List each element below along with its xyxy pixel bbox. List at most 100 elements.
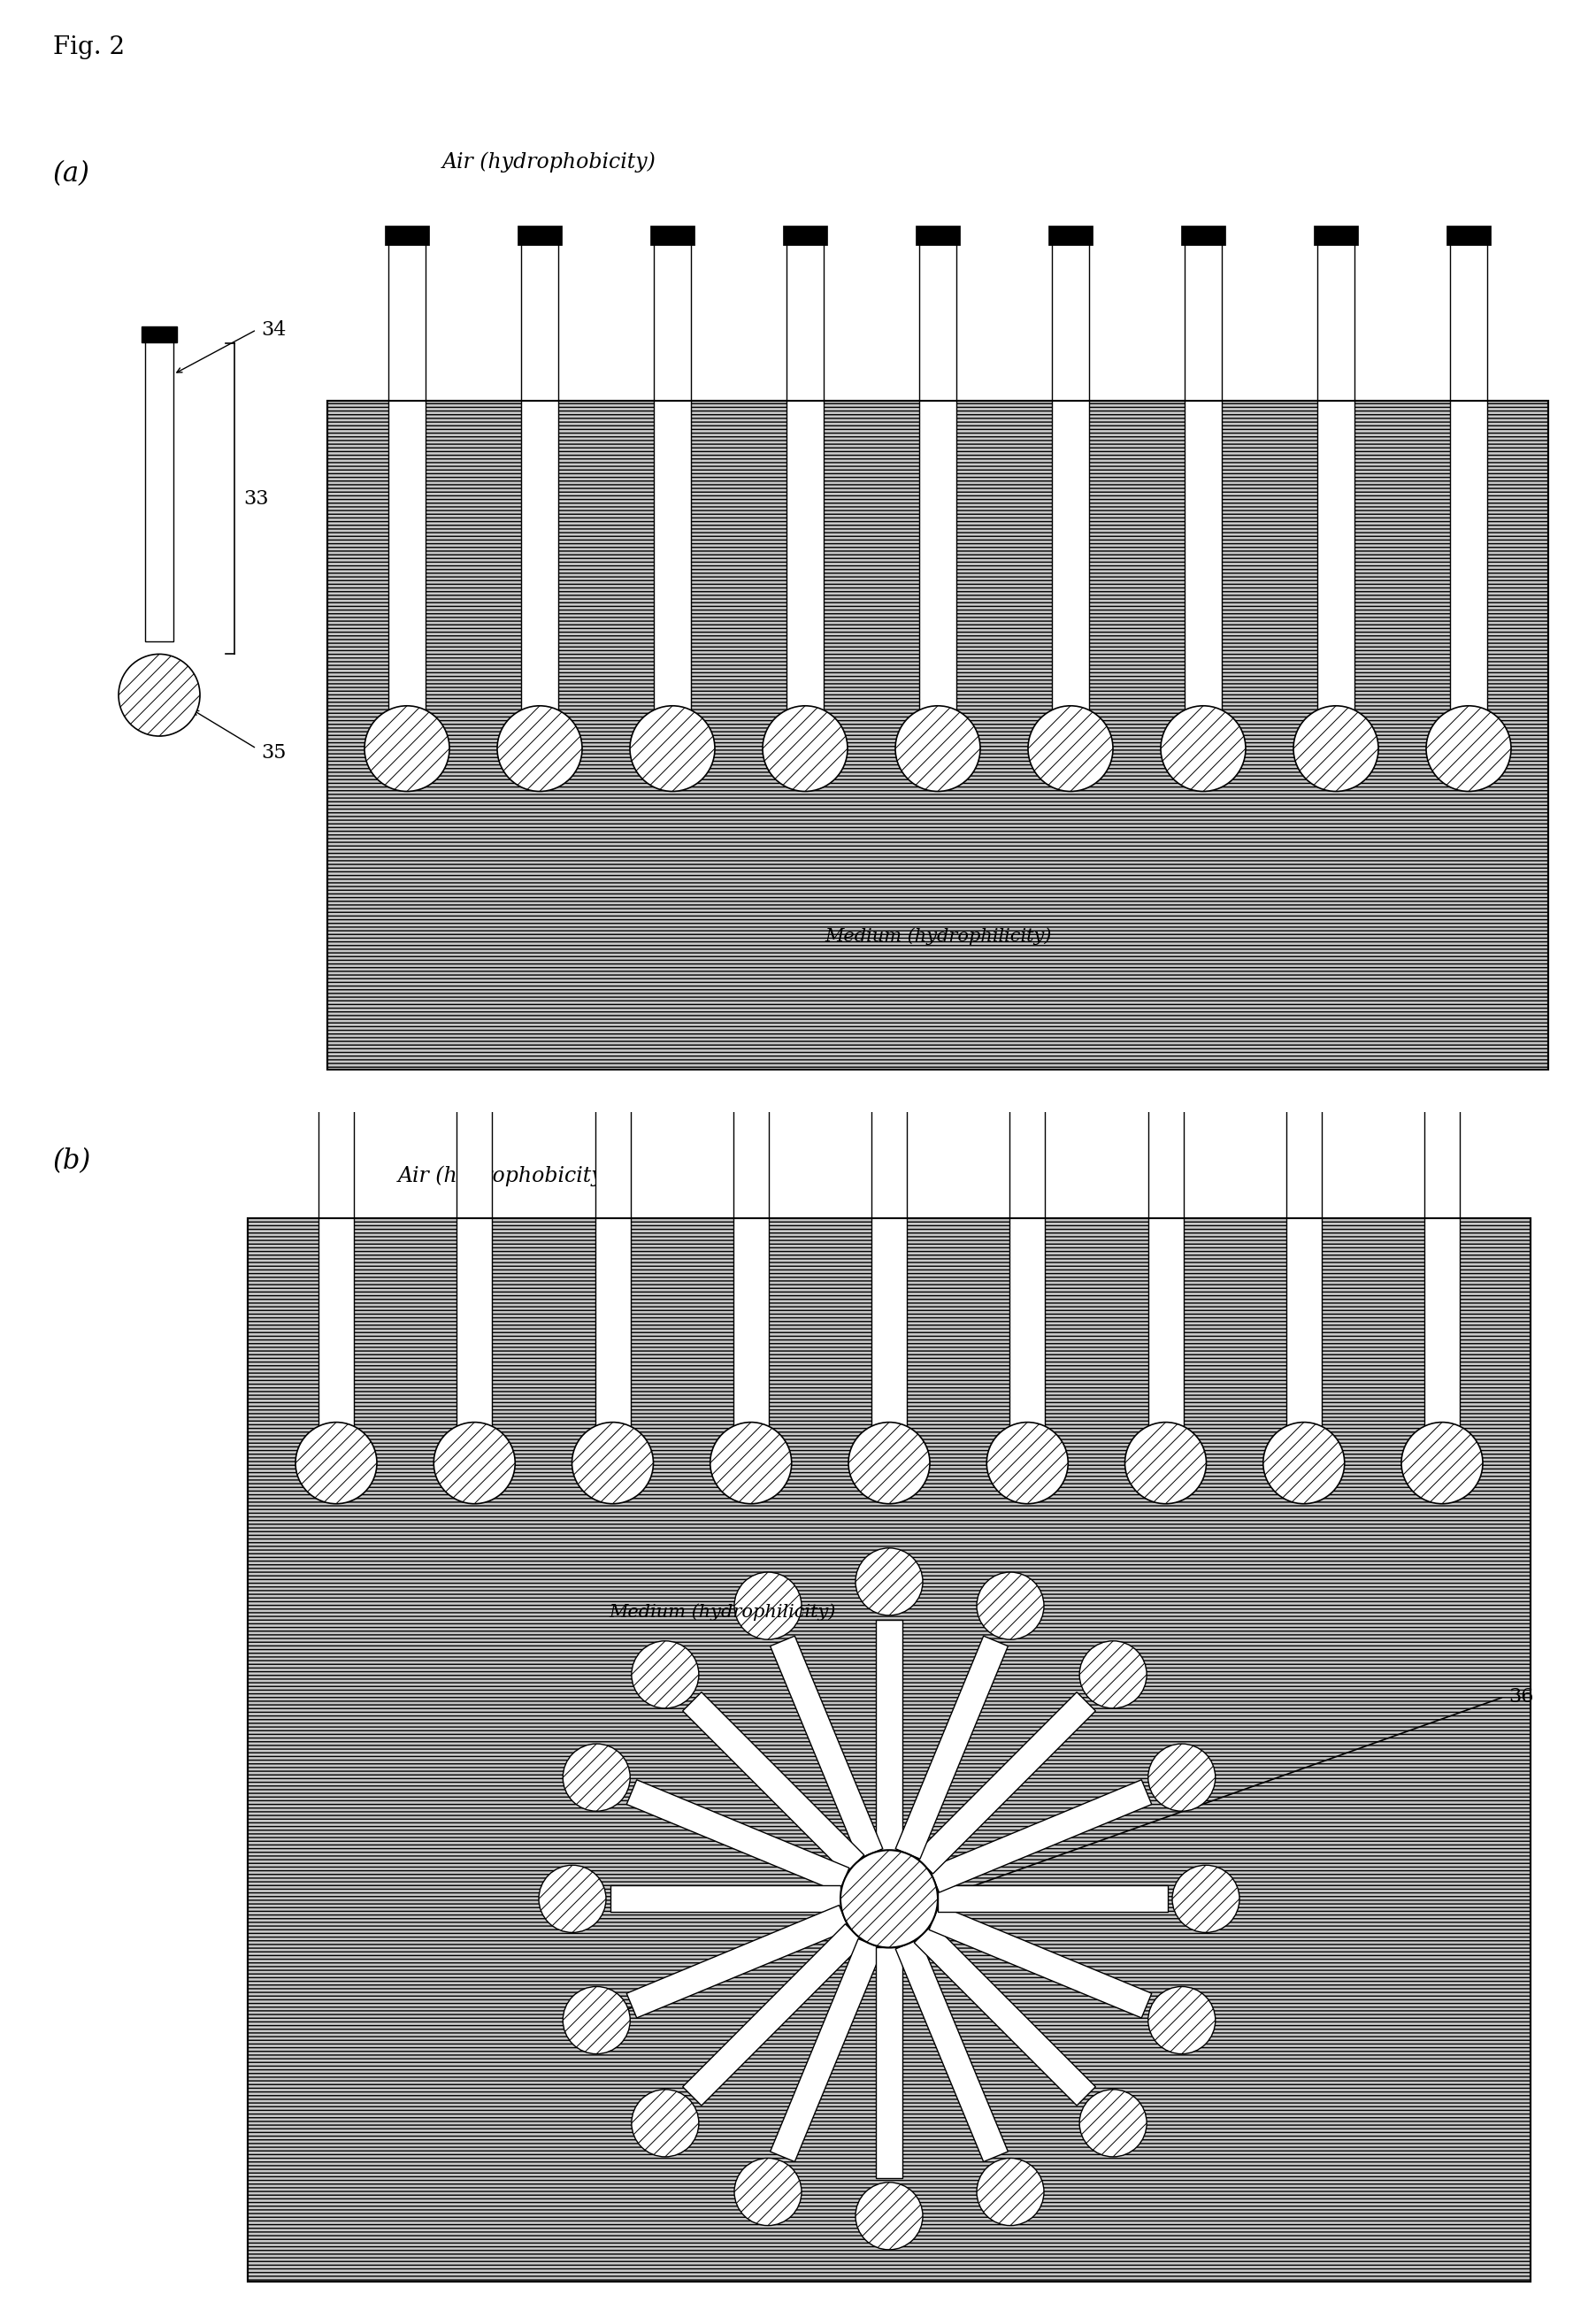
Bar [1052, 241, 1088, 734]
Polygon shape [627, 1905, 849, 2018]
Bar [916, 225, 959, 246]
Bar [1317, 241, 1355, 734]
Circle shape [895, 707, 980, 792]
Circle shape [734, 2157, 801, 2227]
Polygon shape [876, 1620, 902, 1849]
Circle shape [1171, 1865, 1240, 1932]
Polygon shape [683, 1691, 863, 1874]
Bar [784, 225, 827, 246]
Text: Medium (hydrophilicity): Medium (hydrophilicity) [825, 927, 1052, 945]
Bar [453, 1073, 496, 1089]
Bar [1446, 225, 1491, 246]
Bar [1420, 1073, 1464, 1089]
Circle shape [710, 1423, 792, 1504]
Circle shape [295, 1423, 377, 1504]
Polygon shape [895, 1636, 1009, 1858]
Polygon shape [915, 1923, 1095, 2106]
Circle shape [841, 1849, 938, 1949]
Polygon shape [895, 1939, 1009, 2162]
Polygon shape [771, 1636, 883, 1858]
Text: Medium (hydrophilicity): Medium (hydrophilicity) [610, 1603, 836, 1620]
Circle shape [763, 707, 847, 792]
Text: Air (hydrophobicity): Air (hydrophobicity) [397, 1165, 613, 1186]
Circle shape [1401, 1423, 1483, 1504]
Polygon shape [610, 1886, 841, 1912]
Bar [385, 225, 429, 246]
Bar [919, 241, 956, 734]
Circle shape [855, 2183, 922, 2250]
Text: Air (hydrophobicity): Air (hydrophobicity) [442, 151, 656, 171]
Bar [1424, 1087, 1460, 1453]
Circle shape [632, 2090, 699, 2157]
Polygon shape [938, 1886, 1168, 1912]
Bar [1283, 1073, 1325, 1089]
Circle shape [986, 1423, 1068, 1504]
Bar [247, 1219, 1531, 2282]
Circle shape [1148, 1745, 1216, 1812]
Bar [1010, 1087, 1045, 1453]
Text: 35: 35 [262, 744, 286, 762]
Text: Fig. 2: Fig. 2 [53, 35, 124, 60]
Bar [654, 241, 691, 734]
Bar [388, 241, 426, 734]
Text: 36: 36 [1508, 1687, 1534, 1708]
Text: (a): (a) [53, 160, 89, 188]
Text: 34: 34 [262, 320, 286, 341]
Bar [520, 241, 559, 734]
Circle shape [563, 1745, 630, 1812]
Circle shape [434, 1423, 516, 1504]
Bar [1148, 1087, 1183, 1453]
Circle shape [1028, 707, 1112, 792]
Circle shape [849, 1423, 930, 1504]
Bar [650, 225, 694, 246]
Bar [517, 225, 562, 246]
Circle shape [118, 653, 200, 737]
Bar [1451, 241, 1487, 734]
Bar [871, 1087, 907, 1453]
Polygon shape [915, 1691, 1095, 1874]
Circle shape [855, 1548, 922, 1615]
Circle shape [1293, 707, 1379, 792]
Circle shape [1079, 1640, 1146, 1708]
Bar [595, 1087, 630, 1453]
Bar [592, 1073, 634, 1089]
Bar [1314, 225, 1358, 246]
Circle shape [1125, 1423, 1207, 1504]
Bar [733, 1087, 769, 1453]
Circle shape [1148, 1986, 1216, 2053]
Circle shape [977, 1573, 1044, 1640]
Circle shape [563, 1986, 630, 2053]
Polygon shape [771, 1939, 883, 2162]
Polygon shape [876, 1949, 902, 2178]
Bar [456, 1087, 492, 1453]
Bar [868, 1073, 910, 1089]
Bar [729, 1073, 772, 1089]
Bar [1181, 225, 1226, 246]
Text: (b): (b) [53, 1147, 91, 1175]
Text: 33: 33 [243, 489, 268, 507]
Circle shape [630, 707, 715, 792]
Circle shape [1262, 1423, 1344, 1504]
Polygon shape [929, 1779, 1152, 1893]
Bar [319, 1087, 354, 1453]
Circle shape [632, 1640, 699, 1708]
Polygon shape [627, 1779, 849, 1893]
Circle shape [977, 2157, 1044, 2227]
Bar [145, 338, 174, 642]
Polygon shape [683, 1923, 863, 2106]
Polygon shape [929, 1905, 1152, 2018]
Bar [1286, 1087, 1321, 1453]
Circle shape [734, 1573, 801, 1640]
Bar [787, 241, 824, 734]
Circle shape [364, 707, 450, 792]
Bar [1049, 225, 1093, 246]
Bar [314, 1073, 358, 1089]
Circle shape [1160, 707, 1245, 792]
Bar [327, 401, 1548, 1070]
Circle shape [539, 1865, 606, 1932]
Bar [1144, 1073, 1187, 1089]
Bar [142, 327, 177, 343]
Bar [1184, 241, 1223, 734]
Bar [327, 401, 1548, 1070]
Circle shape [571, 1423, 653, 1504]
